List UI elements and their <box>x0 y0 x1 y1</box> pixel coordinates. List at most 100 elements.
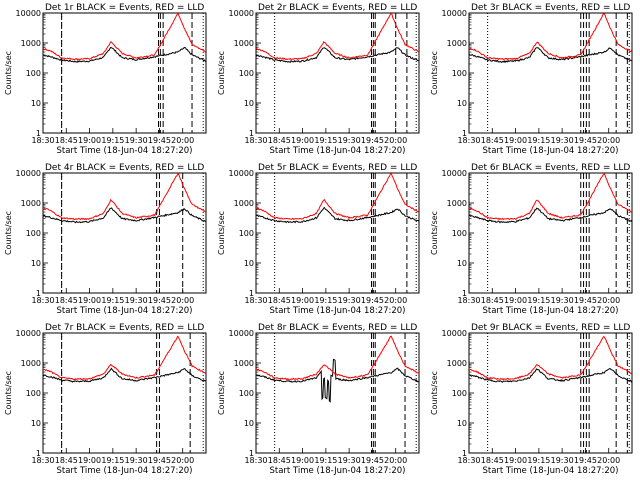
y-tick-label: 10000 <box>16 169 41 178</box>
x-tick-label: 18:30 <box>244 456 267 465</box>
y-tick-label: 10 <box>31 259 41 268</box>
lld-series-line <box>256 335 419 381</box>
x-tick-label: 19:45 <box>574 136 597 145</box>
y-tick-label: 10 <box>244 99 254 108</box>
x-tick-label: 19:00 <box>504 456 527 465</box>
x-tick-label: 18:30 <box>244 296 267 305</box>
y-tick-label: 100 <box>452 229 467 238</box>
y-tick-label: 1000 <box>234 39 254 48</box>
y-tick-label: 100 <box>452 69 467 78</box>
x-tick-label: 19:30 <box>125 296 148 305</box>
y-axis-label: Counts/sec <box>4 211 13 255</box>
y-tick-label: 10000 <box>442 169 467 178</box>
y-tick-label: 10000 <box>442 329 467 338</box>
x-tick-label: 18:45 <box>55 456 78 465</box>
plot-frame <box>468 172 633 294</box>
x-axis-label: Start Time (18-Jun-04 18:27:20) <box>57 306 193 316</box>
y-tick-label: 100 <box>26 69 41 78</box>
y-tick-label: 1 <box>249 449 254 458</box>
plot-area <box>256 173 419 224</box>
plot-frame <box>42 172 207 294</box>
x-tick-label: 20:00 <box>384 296 407 305</box>
x-tick-label: 19:45 <box>361 456 384 465</box>
y-axis-label: Counts/sec <box>430 211 439 255</box>
x-axis-label: Start Time (18-Jun-04 18:27:20) <box>270 466 406 476</box>
x-tick-label: 19:45 <box>148 456 171 465</box>
y-tick-label: 1 <box>249 129 254 138</box>
y-tick-label: 10 <box>31 99 41 108</box>
plot-frame <box>255 12 420 134</box>
plot-area <box>469 13 632 64</box>
y-tick-label: 1 <box>36 289 41 298</box>
plot-frame <box>255 172 420 294</box>
x-axis-label: Start Time (18-Jun-04 18:27:20) <box>270 146 406 156</box>
events-series-line <box>43 46 206 63</box>
y-tick-label: 1000 <box>234 359 254 368</box>
x-tick-label: 18:30 <box>457 136 480 145</box>
lld-series-line <box>256 173 419 220</box>
x-tick-label: 19:15 <box>314 296 337 305</box>
x-tick-label: 19:00 <box>78 296 101 305</box>
y-axis-label: Counts/sec <box>430 51 439 95</box>
events-series-line <box>469 47 632 64</box>
x-tick-label: 18:45 <box>481 136 504 145</box>
plot-area <box>43 13 206 63</box>
panel-det2r: Det 2r BLACK = Events, RED = LLD 1 10 100 10… <box>217 3 420 156</box>
y-tick-label: 100 <box>239 69 254 78</box>
y-tick-label: 10000 <box>16 9 41 18</box>
x-axis-label: Start Time (18-Jun-04 18:27:20) <box>270 306 406 316</box>
plot-area <box>256 13 419 63</box>
x-tick-label: 18:30 <box>457 456 480 465</box>
x-tick-label: 18:45 <box>55 136 78 145</box>
events-series-line <box>256 358 419 403</box>
x-tick-label: 19:30 <box>551 136 574 145</box>
panel-det6r: Det 6r BLACK = Events, RED = LLD 1 10 100 10… <box>430 163 633 316</box>
x-axis-label: Start Time (18-Jun-04 18:27:20) <box>57 146 193 156</box>
x-tick-label: 19:00 <box>78 136 101 145</box>
panel-det3r: Det 3r BLACK = Events, RED = LLD 1 10 100 10… <box>430 3 633 156</box>
y-tick-label: 1000 <box>234 199 254 208</box>
y-tick-label: 1000 <box>21 199 41 208</box>
y-tick-label: 1 <box>36 129 41 138</box>
y-axis-label: Counts/sec <box>4 371 13 415</box>
chart-title: Det 8r BLACK = Events, RED = LLD <box>258 323 417 333</box>
y-tick-label: 10 <box>457 259 467 268</box>
x-tick-label: 19:00 <box>504 296 527 305</box>
y-tick-label: 1 <box>462 129 467 138</box>
y-tick-label: 10000 <box>229 169 254 178</box>
x-tick-label: 19:00 <box>291 136 314 145</box>
plot-frame <box>42 12 207 134</box>
x-tick-label: 19:15 <box>527 296 550 305</box>
plot-frame <box>468 12 633 134</box>
plot-frame <box>468 332 633 454</box>
y-tick-label: 10000 <box>229 9 254 18</box>
y-axis-label: Counts/sec <box>4 51 13 95</box>
events-series-line <box>256 47 419 63</box>
x-tick-label: 19:30 <box>338 296 361 305</box>
x-tick-label: 19:45 <box>148 136 171 145</box>
y-tick-label: 10000 <box>16 329 41 338</box>
events-series-line <box>256 206 419 224</box>
y-tick-label: 10 <box>457 99 467 108</box>
x-tick-label: 19:45 <box>574 296 597 305</box>
x-tick-label: 19:15 <box>314 136 337 145</box>
y-tick-label: 100 <box>26 389 41 398</box>
panel-det8r: Det 8r BLACK = Events, RED = LLD 1 10 100 10… <box>217 323 420 476</box>
x-axis-label: Start Time (18-Jun-04 18:27:20) <box>483 466 619 476</box>
x-axis-label: Start Time (18-Jun-04 18:27:20) <box>483 146 619 156</box>
x-tick-label: 18:45 <box>268 456 291 465</box>
x-tick-label: 19:00 <box>291 456 314 465</box>
x-tick-label: 19:30 <box>551 456 574 465</box>
lld-series-line <box>256 13 419 61</box>
x-tick-label: 20:00 <box>384 136 407 145</box>
x-tick-label: 18:30 <box>457 296 480 305</box>
events-series-line <box>43 207 206 224</box>
y-tick-label: 10 <box>244 419 254 428</box>
plot-area <box>43 173 206 224</box>
chart-title: Det 3r BLACK = Events, RED = LLD <box>471 3 630 13</box>
y-tick-label: 1000 <box>447 359 467 368</box>
lld-series-line <box>43 335 206 381</box>
x-tick-label: 19:15 <box>314 456 337 465</box>
y-tick-label: 10000 <box>229 329 254 338</box>
